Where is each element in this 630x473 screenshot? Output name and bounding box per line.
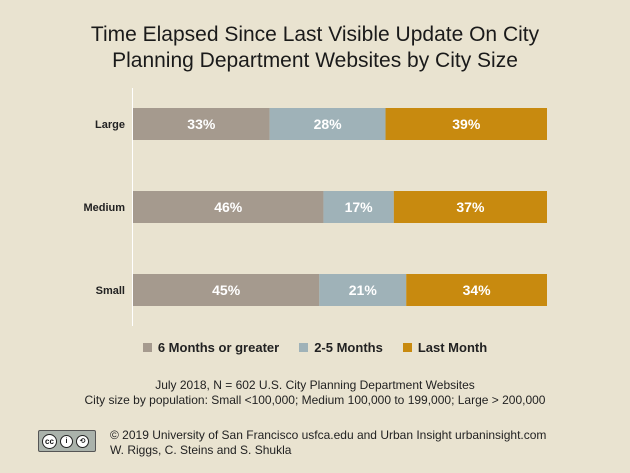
chart-title-line-1: Time Elapsed Since Last Visible Update O… <box>90 23 540 46</box>
bar-medium-series-1 <box>323 191 394 223</box>
legend-label-6-months: 6 Months or greater <box>157 340 280 355</box>
legend-swatch-6-months <box>142 343 152 352</box>
sa-glyph: ⟲ <box>76 434 89 448</box>
data-label-large-series-1: 28% <box>314 116 343 132</box>
bar-large-series-2 <box>385 108 547 140</box>
data-label-medium-series-0: 46% <box>214 199 243 215</box>
creative-commons-by-sa-icon: cc i ⟲ <box>38 430 96 452</box>
category-label-small: Small <box>96 285 125 297</box>
bar-large-series-0 <box>133 108 270 140</box>
category-label-large: Large <box>95 119 125 131</box>
data-label-small-series-0: 45% <box>212 282 241 298</box>
legend-label-last-month: Last Month <box>417 340 488 355</box>
bar-medium-series-0 <box>133 191 324 223</box>
footer-line-2: W. Riggs, C. Steins and S. Shukla <box>110 443 292 457</box>
footer: cc i ⟲ © 2019 University of San Francisc… <box>38 428 546 458</box>
category-label-medium: Medium <box>83 202 125 214</box>
data-label-large-series-0: 33% <box>187 116 216 132</box>
by-glyph: i <box>60 434 73 448</box>
bar-small-series-2 <box>406 274 547 306</box>
chart-notes: July 2018, N = 602 U.S. City Planning De… <box>0 378 630 408</box>
data-label-small-series-2: 34% <box>463 282 492 298</box>
legend-swatch-2-5-months <box>299 343 309 352</box>
data-label-medium-series-2: 37% <box>456 199 485 215</box>
legend-item-last-month: Last Month <box>402 340 488 355</box>
footer-line-1: © 2019 University of San Francisco usfca… <box>110 428 547 442</box>
legend-item-2-5-months: 2-5 Months <box>299 340 383 355</box>
chart-title-line-2: Planning Department Websites by City Siz… <box>112 49 518 72</box>
bar-small-series-1 <box>319 274 407 306</box>
footer-credits: © 2019 University of San Francisco usfca… <box>110 428 546 458</box>
note-line-1: July 2018, N = 602 U.S. City Planning De… <box>155 378 475 392</box>
data-label-large-series-2: 39% <box>452 116 481 132</box>
data-label-small-series-1: 21% <box>349 282 378 298</box>
bar-large-series-1 <box>269 108 386 140</box>
legend-item-6-months: 6 Months or greater <box>142 340 280 355</box>
bar-medium-series-2 <box>393 191 547 223</box>
legend-label-2-5-months: 2-5 Months <box>314 340 383 355</box>
chart-legend: 6 Months or greater 2-5 Months Last Mont… <box>0 340 630 355</box>
cc-glyph: cc <box>42 433 57 449</box>
bar-small-series-0 <box>133 274 320 306</box>
data-label-medium-series-1: 17% <box>345 199 374 215</box>
chart-title: Time Elapsed Since Last Visible Update O… <box>0 22 630 74</box>
note-line-2: City size by population: Small <100,000;… <box>84 393 546 407</box>
legend-swatch-last-month <box>402 343 412 352</box>
